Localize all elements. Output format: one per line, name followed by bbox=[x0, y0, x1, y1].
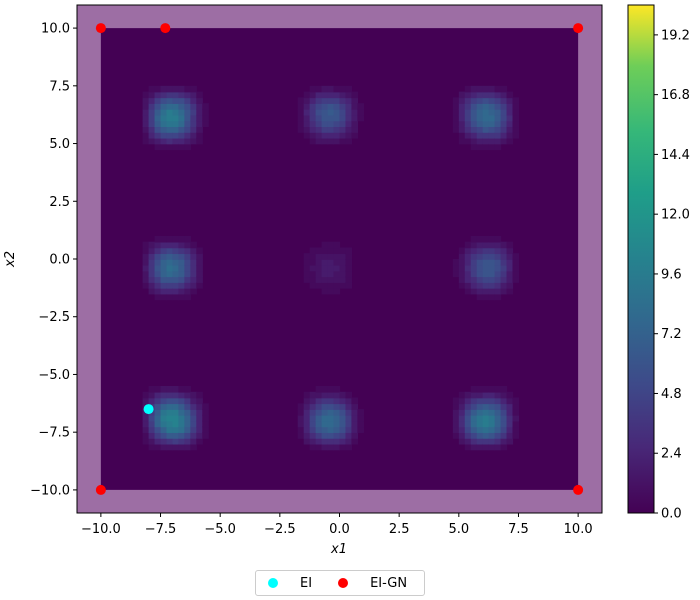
x-tick-label: 2.5 bbox=[389, 522, 410, 537]
x-axis-label: x1 bbox=[330, 542, 347, 557]
x-tick-label: 5.0 bbox=[448, 522, 469, 537]
y-tick-label: −5.0 bbox=[38, 368, 70, 383]
colorbar-tick-label: 9.6 bbox=[661, 267, 682, 282]
colorbar-tick-label: 7.2 bbox=[661, 327, 682, 342]
colorbar-tick-label: 4.8 bbox=[661, 387, 682, 402]
point-ei-gn bbox=[95, 23, 106, 34]
y-tick-label: 10.0 bbox=[41, 22, 70, 37]
x-axis: −10.0 −7.5 −5.0 −2.5 0.0 2.5 5.0 7.5 10.0 bbox=[81, 513, 593, 537]
colorbar-tick-label: 16.8 bbox=[661, 88, 690, 103]
x-tick-label: 10.0 bbox=[564, 522, 593, 537]
point-ei-gn bbox=[573, 484, 584, 495]
point-ei-gn bbox=[95, 484, 106, 495]
y-tick-label: 7.5 bbox=[49, 79, 70, 94]
legend-item-ei: EI bbox=[268, 576, 312, 591]
legend: EI EI-GN bbox=[255, 570, 425, 596]
legend-label-ei: EI bbox=[300, 575, 313, 591]
point-ei bbox=[143, 404, 154, 415]
legend-item-ei-gn: EI-GN bbox=[338, 576, 407, 591]
point-ei-gn bbox=[160, 23, 171, 34]
colorbar-tick-label: 2.4 bbox=[661, 447, 682, 462]
y-tick-label: 5.0 bbox=[49, 137, 70, 152]
x-tick-label: −5.0 bbox=[204, 522, 236, 537]
legend-label-ei-gn: EI-GN bbox=[370, 575, 408, 591]
y-tick-label: −7.5 bbox=[38, 426, 70, 441]
legend-marker-ei bbox=[268, 578, 278, 588]
point-ei-gn bbox=[573, 23, 584, 34]
x-tick-label: −2.5 bbox=[264, 522, 296, 537]
colorbar-tick-label: 12.0 bbox=[661, 208, 690, 223]
colorbar-tick-label: 0.0 bbox=[661, 507, 682, 522]
colorbar-tick-label: 19.2 bbox=[661, 28, 690, 43]
y-tick-label: 0.0 bbox=[49, 253, 70, 268]
x-tick-label: 7.5 bbox=[508, 522, 529, 537]
x-tick-label: −10.0 bbox=[81, 522, 121, 537]
colorbar-ticks: 0.0 2.4 4.8 7.2 9.6 12.0 14.4 16.8 19.2 bbox=[654, 28, 690, 522]
legend-marker-ei-gn bbox=[338, 578, 349, 588]
colorbar bbox=[627, 4, 655, 514]
y-tick-label: −10.0 bbox=[30, 483, 70, 498]
y-tick-label: 2.5 bbox=[49, 195, 70, 210]
y-axis: 10.0 7.5 5.0 2.5 0.0 −2.5 −5.0 −7.5 −10.0 bbox=[30, 22, 77, 498]
x-tick-label: −7.5 bbox=[145, 522, 177, 537]
points bbox=[95, 23, 584, 495]
y-tick-label: −2.5 bbox=[38, 310, 70, 325]
x-tick-label: 0.0 bbox=[329, 522, 350, 537]
colorbar-tick-label: 14.4 bbox=[661, 148, 690, 163]
heatmap-surface bbox=[77, 5, 602, 513]
y-axis-label: x2 bbox=[3, 251, 18, 268]
